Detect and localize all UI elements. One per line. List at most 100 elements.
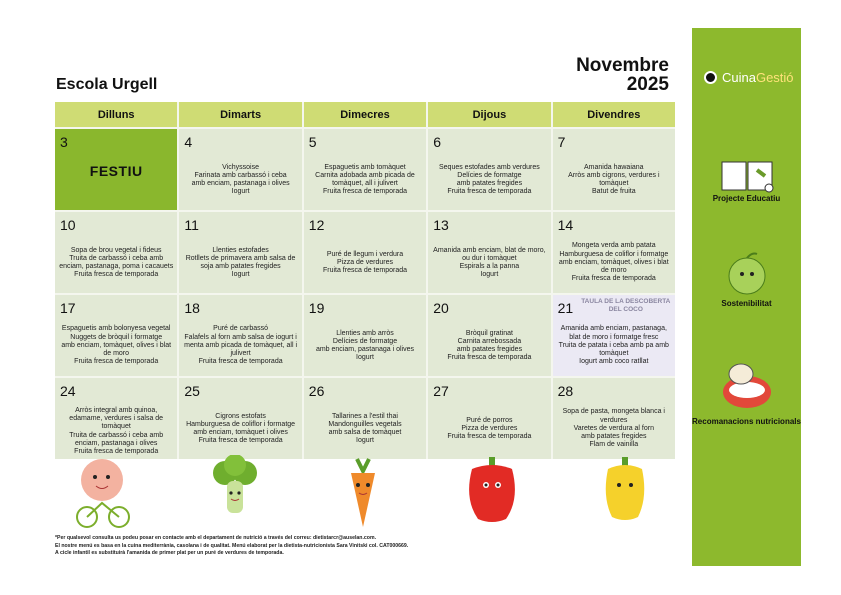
broccoli-icon [213, 455, 257, 513]
menu-item: Delícies de formatge [457, 171, 522, 179]
apple-icon[interactable] [722, 250, 772, 298]
menu-item: Fruita fresca de temporada [198, 437, 283, 445]
menu-item: Carnita adobada amb picada de tomàquet, … [315, 171, 415, 187]
menu-item: Iogurt [231, 271, 250, 279]
day-cell: 11 Llenties estofades Rotllets de primaver… [179, 212, 302, 293]
menu-item: Puré de carbassó [213, 325, 269, 333]
day-number: 3 [60, 134, 68, 150]
menu-item: Hamburguesa de coliflor i formatge [186, 420, 296, 428]
menu-item: Sopa de brou vegetal i fideus [70, 246, 162, 254]
menu-item: amb patates fregides [456, 346, 523, 353]
logo-icon [704, 71, 717, 84]
footer-line: *Per qualsevol consulta us podeu posar e… [55, 535, 377, 541]
holiday-label: FESTIU [89, 163, 143, 179]
menu-item: Pizza de verdures [461, 424, 518, 432]
month: Novembre [576, 55, 669, 76]
sidebar-item-recomanacions[interactable]: Recomanacions nutricionals [692, 417, 801, 426]
menu-item: Tallarines a l'estil thai [332, 412, 398, 420]
menu-item: amb enciam, tomàquet i olives [193, 429, 288, 436]
peach-on-bike-icon [76, 459, 130, 528]
day-number: 14 [557, 217, 574, 233]
menu-item: amb enciam, tomàquet, olives i blat de m… [61, 341, 172, 358]
sidebar-item-sostenibilitat[interactable]: Sostenibilitat [721, 299, 772, 308]
day-cell: 24 Arròs integral amb quinoa, edamame, ve… [55, 378, 178, 459]
menu-item: Fruita fresca de temporada [322, 267, 408, 275]
sidebar: Cuina Gestió Projecte Educatiu Sostenibil… [692, 28, 801, 566]
logo-text-2: Gestió [755, 70, 794, 85]
menu-item: Iogurt [480, 271, 499, 279]
menu-item: Fruita fresca de temporada [74, 448, 159, 456]
day-number: 24 [60, 383, 76, 399]
month-title: Novembre 2025 [576, 56, 669, 94]
menu-item: Fruita fresca de temporada [447, 188, 532, 196]
menu-item: Truita de carbassó i ceba amb enciam, pa… [69, 431, 164, 447]
menu-item: Amanida amb enciam, pastanaga, blat de m… [560, 325, 667, 341]
day-cell: 19 Llenties amb arròs Delícies de formatge… [303, 295, 427, 376]
school-name: Escola Urgell [56, 76, 158, 93]
day-cell: 14 Mongeta verda amb patata Hamburguesa de… [552, 212, 675, 293]
menu-item: Iogurt [231, 188, 250, 196]
day-cell: 10 Sopa de brou vegetal i fideus Truita de… [55, 212, 178, 293]
menu-item: Varetes de verdura al forn [573, 424, 654, 432]
day-number: 20 [433, 300, 449, 316]
mouth-icon[interactable] [717, 358, 777, 414]
book-icon[interactable] [717, 154, 777, 194]
menu-item: Fruita fresca de temporada [571, 275, 656, 283]
day-cell: 28 Sopa de pasta, mongeta blanca i verdur… [552, 378, 675, 459]
menu-item: Iogurt [356, 354, 374, 362]
menu-item: Puré de llegum i verdura [326, 250, 404, 258]
logo-text-1: Cuina [722, 70, 756, 85]
day-number: 6 [433, 134, 441, 150]
day-header: Dimarts [179, 102, 302, 127]
menu-item: Bròquil gratinat [465, 329, 513, 337]
day-cell: 7 Amanida hawaiana Arròs amb cigrons, verd… [552, 129, 675, 210]
menu-item: Fruita fresca de temporada [74, 358, 159, 366]
day-number: 11 [184, 217, 199, 233]
menu-item: Carnita arrebossada [457, 337, 522, 345]
footer-line: A cicle infantil es substituirà l'amanid… [55, 550, 284, 556]
day-cell: 12 Puré de llegum i verdura Pizza de verdu… [303, 212, 427, 293]
menu-item: amb patates fregides [581, 433, 647, 441]
year: 2025 [626, 74, 669, 95]
menu-item: Arròs amb cigrons, verdures i tomàquet [568, 171, 660, 187]
menu-item: amb enciam, pastanaga i olives [191, 180, 290, 187]
red-pepper-icon [469, 457, 515, 522]
menu-item: Espaguetis amb tomàquet [324, 163, 406, 171]
day-cell: 5 Espaguetis amb tomàquet Carnita adobada … [303, 129, 427, 210]
menu-item: Farinata amb carbassó i ceba [194, 171, 287, 179]
day-cell: 17 Espaguetis amb bolonyesa vegetal Nugget… [55, 295, 178, 376]
menu-item: Amanida amb enciam, blat de moro, ou dur… [433, 246, 546, 262]
day-cell: 26 Tallarines a l'estil thai Mandonguilles… [303, 378, 427, 459]
menu-item: Fruita fresca de temporada [198, 358, 283, 366]
day-number: 17 [60, 300, 76, 316]
menu-item: Amanida hawaiana [584, 163, 644, 171]
day-number: 28 [557, 383, 574, 399]
day-header: Dimecres [303, 102, 427, 127]
day-number: 19 [308, 300, 325, 316]
menu-item: Hamburguesa de coliflor i formatge [559, 250, 669, 258]
footer-line: El nostre menú es basa en la cuina medit… [55, 542, 409, 549]
cuinagestio-logo: Cuina Gestió [704, 70, 794, 85]
sidebar-item-projecte-educatiu[interactable]: Projecte Educatiu [712, 194, 781, 203]
footer-notes: *Per qualsevol consulta us podeu posar e… [55, 535, 408, 558]
day-number: 13 [433, 217, 449, 233]
menu-item: Truita de patata i ceba amb pa amb tomàq… [558, 341, 669, 358]
day-number: 25 [184, 383, 200, 399]
day-header: Dijous [428, 102, 551, 127]
menu-item: Espirals a la panna [459, 263, 520, 270]
day-number: 4 [184, 134, 193, 150]
special-event-tag: TAULA DE LA DESCOBERTA DEL COCO [581, 298, 671, 313]
menu-item: Flam de vainilla [589, 441, 639, 449]
menu-item: Fruita fresca de temporada [447, 354, 532, 362]
menu-item: Fruita fresca de temporada [74, 271, 159, 279]
menu-item: Truita de carbassó i ceba amb enciam, pa… [59, 254, 174, 270]
carrot-icon [351, 458, 375, 527]
menu-item: Sopa de pasta, mongeta blanca i verdures [562, 408, 665, 424]
day-cell: 27 Puré de porros Pizza de verdures Fruita … [428, 378, 551, 459]
day-header: Dilluns [55, 102, 178, 127]
menu-item: Llenties amb arròs [336, 329, 394, 337]
menu-item: amb patates fregides [456, 180, 523, 187]
day-cell: 21 TAULA DE LA DESCOBERTA DEL COCO Amanida… [552, 295, 675, 376]
day-number: 18 [184, 300, 200, 316]
menu-item: Vichyssoise [222, 163, 260, 171]
